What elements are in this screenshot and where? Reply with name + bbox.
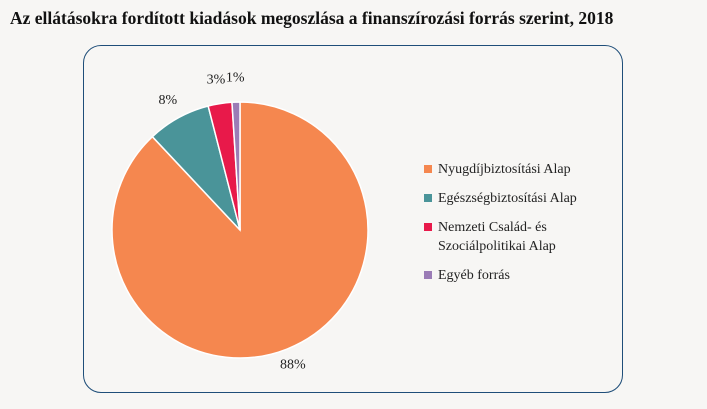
legend-swatch — [424, 271, 432, 279]
legend-item-egeszseg: Egészségbiztosítási Alap — [424, 189, 608, 208]
legend-label: Nemzeti Család- és Szociálpolitikai Alap — [438, 220, 556, 254]
legend-swatch — [424, 165, 432, 173]
slice-label-egyeb: 1% — [226, 70, 245, 85]
legend-swatch — [424, 223, 432, 231]
legend-item-egyeb: Egyéb forrás — [424, 266, 608, 285]
legend-swatch — [424, 194, 432, 202]
legend-label: Egészségbiztosítási Alap — [438, 191, 577, 206]
slice-label-egeszseg: 8% — [159, 93, 178, 108]
legend-item-csalad: Nemzeti Család- és Szociálpolitikai Alap — [424, 218, 608, 256]
slice-label-csalad: 3% — [207, 72, 226, 87]
legend-item-nyugdij: Nyugdíjbiztosítási Alap — [424, 160, 608, 179]
legend-label: Nyugdíjbiztosítási Alap — [438, 162, 571, 177]
slice-label-nyugdij: 88% — [280, 357, 306, 372]
legend-label: Egyéb forrás — [438, 268, 510, 283]
chart-title: Az ellátásokra fordított kiadások megosz… — [10, 8, 614, 28]
slice-egyeb — [231, 101, 241, 231]
chart-legend: Nyugdíjbiztosítási Alap Egészségbiztosít… — [424, 160, 608, 295]
